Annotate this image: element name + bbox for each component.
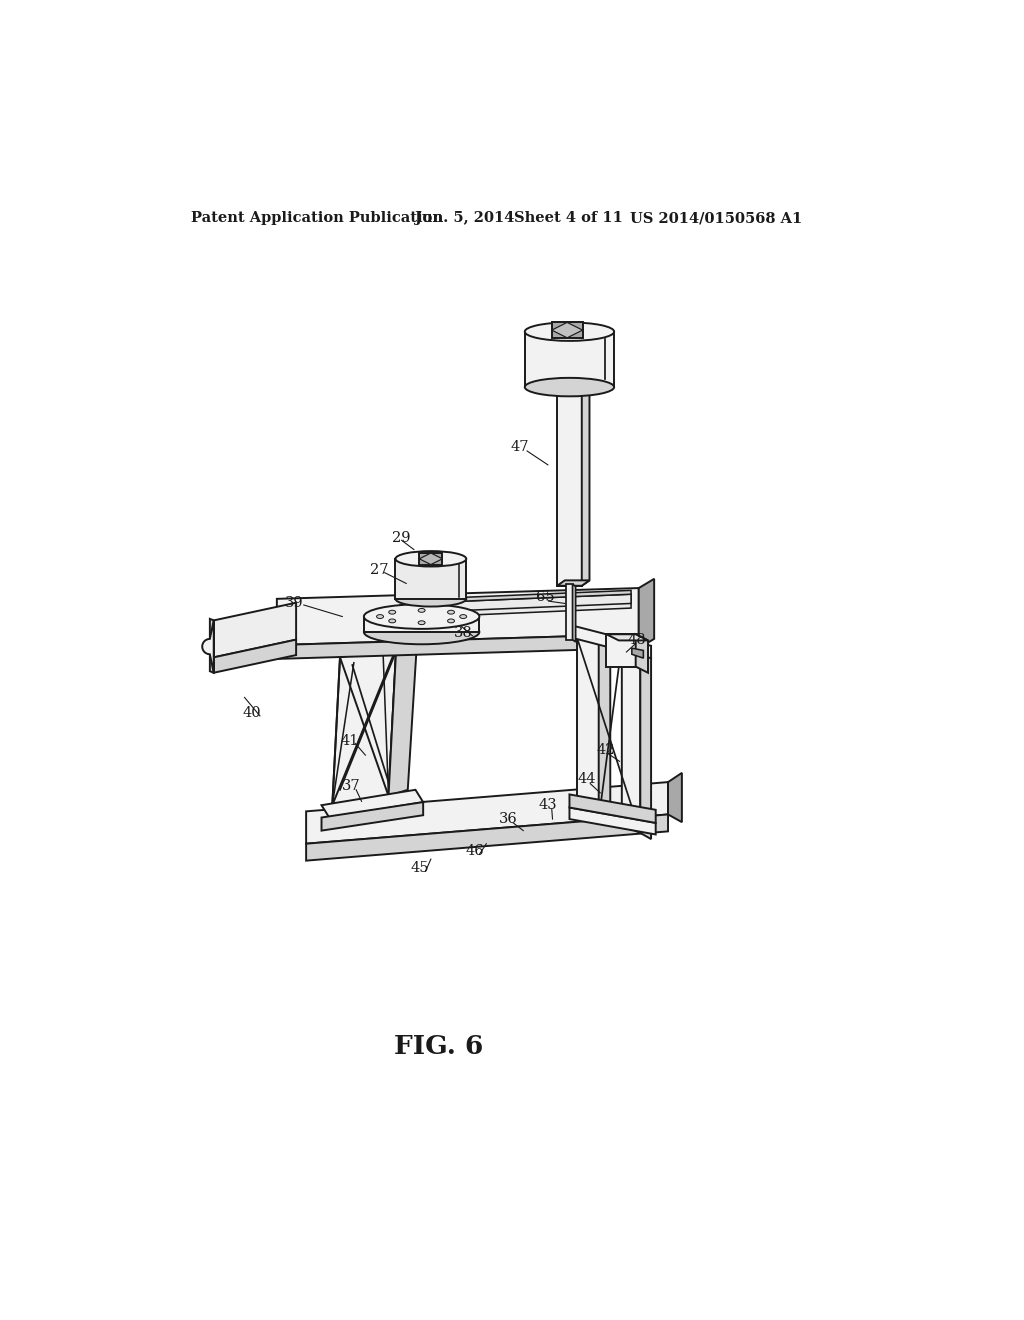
Text: 39: 39 [285,595,303,610]
Ellipse shape [395,591,466,607]
Text: 44: 44 [578,772,596,785]
Text: Patent Application Publication: Patent Application Publication [190,211,442,226]
Ellipse shape [389,619,395,623]
Polygon shape [622,644,640,833]
Polygon shape [640,652,651,840]
Polygon shape [419,553,442,565]
Polygon shape [578,638,599,818]
Polygon shape [388,642,417,796]
Polygon shape [214,603,296,657]
Polygon shape [306,814,668,861]
Ellipse shape [377,615,384,619]
Text: 40: 40 [243,706,261,719]
Polygon shape [569,795,655,822]
Text: US 2014/0150568 A1: US 2014/0150568 A1 [630,211,802,226]
Polygon shape [322,789,423,817]
Text: Jun. 5, 2014: Jun. 5, 2014 [416,211,515,226]
Ellipse shape [447,610,455,614]
Polygon shape [210,619,214,673]
Polygon shape [364,616,479,632]
Ellipse shape [418,620,425,624]
Ellipse shape [460,615,467,619]
Polygon shape [276,635,639,659]
Text: 65: 65 [536,590,554,605]
Text: 38: 38 [454,627,472,640]
Polygon shape [599,638,610,825]
Ellipse shape [364,619,479,644]
Polygon shape [322,803,423,830]
Polygon shape [582,381,590,586]
Polygon shape [306,781,668,843]
Text: 47: 47 [510,440,528,454]
Polygon shape [606,635,636,667]
Polygon shape [395,558,466,599]
Polygon shape [427,594,631,612]
Text: FIG. 6: FIG. 6 [394,1034,483,1059]
Polygon shape [524,331,614,387]
Ellipse shape [364,605,479,628]
Polygon shape [552,322,583,338]
Polygon shape [400,599,631,618]
Polygon shape [573,626,651,659]
Ellipse shape [447,619,455,623]
Text: 46: 46 [466,845,484,858]
Polygon shape [569,808,655,834]
Text: 37: 37 [342,779,360,793]
Polygon shape [606,635,648,640]
Ellipse shape [525,378,614,396]
Polygon shape [203,620,214,673]
Polygon shape [400,595,631,609]
Polygon shape [636,635,648,673]
Polygon shape [572,585,575,642]
Polygon shape [557,387,582,586]
Text: 42: 42 [596,743,614,756]
Text: 45: 45 [410,862,429,875]
Polygon shape [214,640,296,673]
Polygon shape [566,585,572,640]
Polygon shape [632,648,643,659]
Polygon shape [427,590,631,603]
Polygon shape [333,648,396,805]
Text: 27: 27 [370,564,388,577]
Ellipse shape [395,552,466,566]
Text: 36: 36 [499,812,517,826]
Polygon shape [552,322,583,338]
Text: 48: 48 [627,634,646,647]
Polygon shape [557,581,590,586]
Text: 29: 29 [392,531,411,545]
Polygon shape [639,579,654,648]
Polygon shape [668,774,682,822]
Text: 43: 43 [539,799,557,812]
Polygon shape [419,553,442,565]
Ellipse shape [389,610,395,614]
Ellipse shape [418,609,425,612]
Text: 41: 41 [341,734,359,747]
Text: Sheet 4 of 11: Sheet 4 of 11 [514,211,623,226]
Polygon shape [276,589,639,645]
Ellipse shape [525,322,614,341]
